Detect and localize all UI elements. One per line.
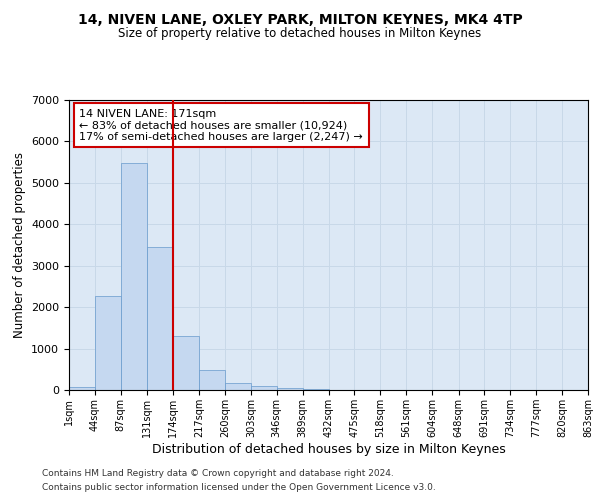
Text: Contains public sector information licensed under the Open Government Licence v3: Contains public sector information licen… — [42, 484, 436, 492]
Bar — [147, 246, 173, 390]
Bar — [225, 384, 251, 390]
Bar — [95, 296, 121, 390]
Text: Size of property relative to detached houses in Milton Keynes: Size of property relative to detached ho… — [118, 28, 482, 40]
Bar — [199, 370, 225, 390]
Bar — [277, 388, 302, 390]
Bar — [302, 389, 329, 390]
Bar — [173, 336, 199, 390]
Text: 14, NIVEN LANE, OXLEY PARK, MILTON KEYNES, MK4 4TP: 14, NIVEN LANE, OXLEY PARK, MILTON KEYNE… — [77, 12, 523, 26]
Bar — [251, 386, 277, 390]
Y-axis label: Number of detached properties: Number of detached properties — [13, 152, 26, 338]
Bar — [69, 386, 95, 390]
Text: Contains HM Land Registry data © Crown copyright and database right 2024.: Contains HM Land Registry data © Crown c… — [42, 468, 394, 477]
Text: 14 NIVEN LANE: 171sqm
← 83% of detached houses are smaller (10,924)
17% of semi-: 14 NIVEN LANE: 171sqm ← 83% of detached … — [79, 108, 363, 142]
Bar — [121, 163, 147, 390]
X-axis label: Distribution of detached houses by size in Milton Keynes: Distribution of detached houses by size … — [152, 442, 505, 456]
